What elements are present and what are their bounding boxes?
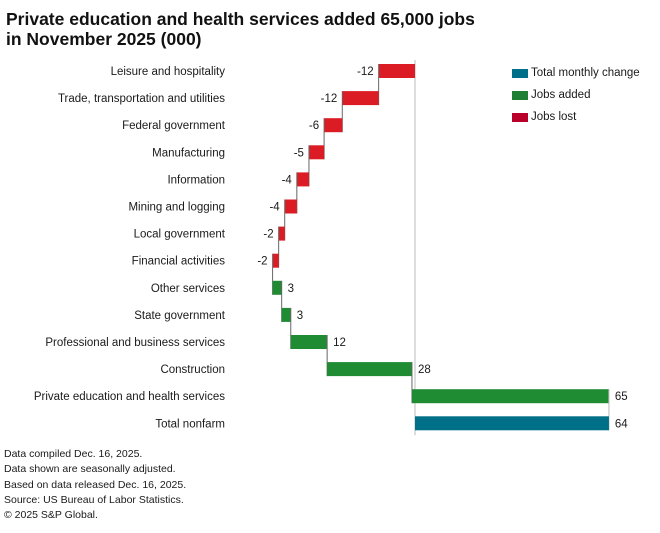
bar-financial-activities — [272, 253, 279, 268]
footnote-adjusted: Data shown are seasonally adjusted. — [4, 463, 176, 476]
legend-item-lost: Jobs lost — [512, 106, 640, 128]
value-label: -12 — [357, 66, 374, 78]
category-label: Professional and business services — [45, 337, 225, 349]
bar-manufacturing — [308, 145, 325, 160]
bar-local-government — [278, 226, 285, 241]
value-label: -4 — [282, 174, 293, 186]
value-label: 3 — [288, 283, 294, 295]
value-label: -2 — [263, 229, 273, 241]
chart-title-line-1: Private education and health services ad… — [6, 9, 475, 29]
bar-leisure-and-hospitality — [378, 64, 415, 78]
legend-swatch-added — [512, 90, 528, 100]
category-label: Private education and health services — [34, 391, 225, 403]
value-label: -4 — [269, 202, 280, 214]
bar-professional-and-business-services — [290, 335, 328, 349]
value-label: 3 — [297, 310, 303, 322]
legend-item-total: Total monthly change — [512, 62, 640, 84]
value-label: 12 — [333, 337, 346, 349]
footnote-copyright: © 2025 S&P Global. — [4, 509, 98, 522]
footnote-released: Based on data released Dec. 16, 2025. — [4, 478, 187, 491]
footnote-compiled: Data compiled Dec. 16, 2025. — [4, 448, 143, 460]
value-label: -6 — [309, 120, 319, 132]
legend-swatch-lost — [512, 112, 528, 122]
bar-construction — [327, 362, 412, 377]
legend-item-added: Jobs added — [512, 84, 640, 106]
value-label: -5 — [294, 147, 304, 159]
category-label: Information — [167, 174, 225, 186]
bar-other-services — [272, 280, 282, 295]
footnotes: Data compiled Dec. 16, 2025. Data shown … — [4, 447, 186, 523]
chart-title: Private education and health services ad… — [6, 9, 646, 49]
bar-state-government — [281, 307, 291, 322]
value-label: -12 — [321, 93, 338, 105]
legend-label-added: Jobs added — [531, 89, 591, 101]
category-label: Trade, transportation and utilities — [58, 93, 225, 105]
category-label: Other services — [151, 283, 225, 295]
category-label: Federal government — [122, 120, 226, 132]
bar-private-education-and-health-services — [411, 389, 609, 404]
value-label: -2 — [257, 256, 267, 268]
bar-total-nonfarm — [415, 416, 609, 431]
legend-label-total: Total monthly change — [531, 67, 640, 79]
legend-swatch-total — [512, 68, 528, 78]
category-label: Leisure and hospitality — [111, 66, 226, 78]
category-label: Mining and logging — [128, 202, 225, 214]
category-label: Total nonfarm — [155, 418, 225, 430]
category-label: State government — [134, 310, 226, 322]
bar-federal-government — [324, 118, 343, 133]
bar-information — [296, 172, 309, 187]
footnote-source: Source: US Bureau of Labor Statistics. — [4, 493, 184, 506]
chart-title-line-2: in November 2025 (000) — [6, 29, 202, 49]
value-label: 65 — [615, 391, 628, 403]
bar-mining-and-logging — [284, 199, 297, 214]
category-label: Manufacturing — [152, 147, 225, 159]
value-label: 64 — [615, 418, 628, 430]
value-label: 28 — [418, 364, 431, 376]
category-label: Construction — [160, 364, 225, 376]
category-label: Local government — [134, 229, 226, 241]
bar-trade-transportation-and-utilities — [342, 91, 379, 106]
legend: Total monthly change Jobs added Jobs los… — [512, 62, 640, 128]
legend-label-lost: Jobs lost — [531, 111, 577, 123]
category-label: Financial activities — [132, 256, 226, 268]
